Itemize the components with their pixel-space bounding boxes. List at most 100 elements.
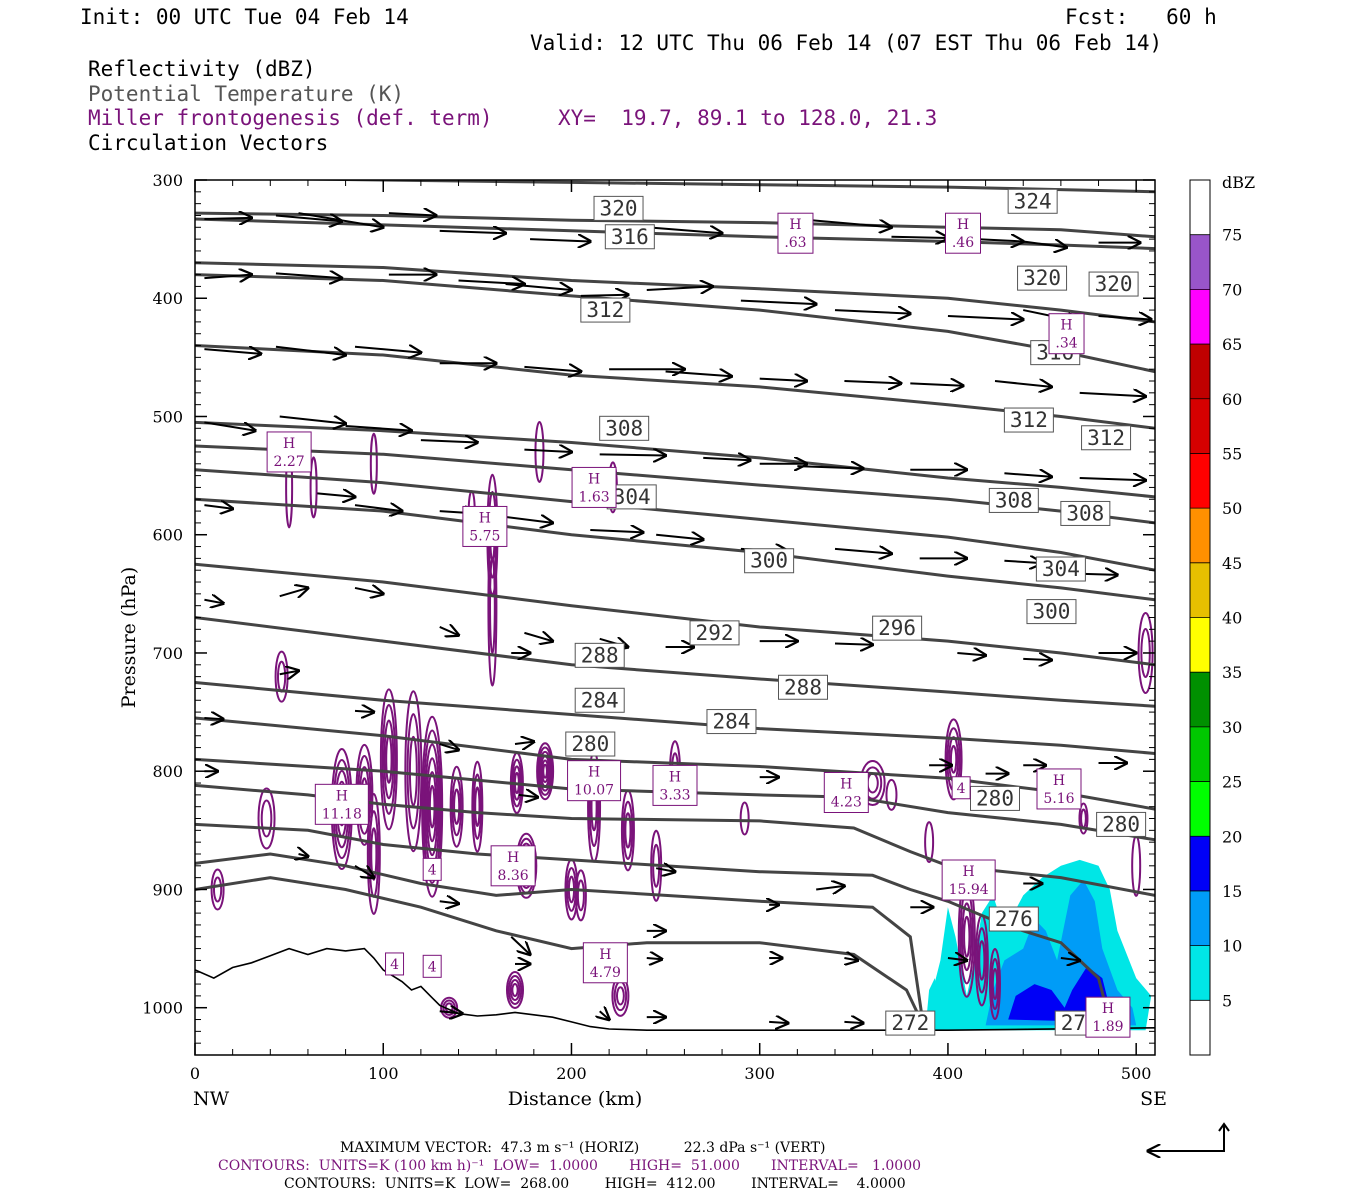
field-reflectivity-label: Reflectivity (dBZ) <box>88 57 316 81</box>
colorbar-level-label: 55 <box>1222 444 1242 463</box>
theta-label: 288 <box>574 642 625 668</box>
y-tick-label: 300 <box>152 171 183 190</box>
frontogenesis-contour <box>924 821 935 864</box>
circulation-vector <box>1004 561 1042 563</box>
frontogenesis-contour <box>449 765 464 848</box>
svg-text:11.18: 11.18 <box>322 806 362 822</box>
colorbar-box <box>1190 289 1210 345</box>
circulation-vector <box>275 215 342 221</box>
frontogenesis-maximum-label: 4 <box>385 952 405 976</box>
frontogenesis-contour <box>507 974 523 1005</box>
svg-text:H: H <box>1053 773 1065 789</box>
circulation-vector <box>275 345 346 355</box>
frontogenesis-contour <box>276 660 287 693</box>
svg-text:304: 304 <box>1042 557 1080 581</box>
frontogenesis-contour <box>976 927 988 994</box>
colorbar-level-label: 45 <box>1222 554 1242 573</box>
svg-text:320: 320 <box>1023 266 1061 290</box>
circulation-vector <box>204 275 251 279</box>
theta-isentrope <box>195 420 1155 499</box>
svg-text:312: 312 <box>1010 408 1048 432</box>
frontogenesis-contour <box>212 876 223 903</box>
circulation-vector <box>655 868 675 872</box>
colorbar-level-label: 10 <box>1222 937 1242 956</box>
circulation-vector <box>204 218 251 219</box>
svg-text:H: H <box>1060 318 1072 334</box>
frontogenesis-contour <box>1080 808 1087 829</box>
svg-text:8.36: 8.36 <box>498 868 529 884</box>
theta-isentrope <box>195 616 1155 708</box>
theta-isentrope <box>195 468 1155 572</box>
colorbar-box <box>1190 836 1210 891</box>
colorbar-level-label: 65 <box>1222 335 1242 354</box>
reflectivity-area <box>1008 966 1110 1022</box>
y-tick-label: 500 <box>152 407 183 426</box>
frontogenesis-maximum-label: H 8.36 <box>490 845 536 887</box>
circulation-vectors <box>204 213 1151 1023</box>
circulation-vector <box>204 505 232 509</box>
theta-label: 300 <box>744 548 795 574</box>
svg-text:1.89: 1.89 <box>1092 1019 1123 1035</box>
circulation-vector <box>1004 473 1051 477</box>
circulation-vector <box>345 426 412 431</box>
colorbar-level-label: 70 <box>1222 280 1242 299</box>
frontogenesis-contour <box>379 688 398 831</box>
frontogenesis-maximum-label: H 2.27 <box>266 431 312 473</box>
svg-text:H: H <box>669 769 681 785</box>
y-tick-label: 800 <box>152 762 183 781</box>
svg-text:H: H <box>336 788 348 804</box>
colorbar-box <box>1190 180 1210 235</box>
circulation-vector <box>759 379 807 381</box>
svg-text:304: 304 <box>613 485 651 509</box>
svg-text:300: 300 <box>750 549 788 573</box>
circulation-vector <box>279 588 308 596</box>
theta-label: 280 <box>1096 811 1147 837</box>
y-tick-label: 700 <box>152 644 183 663</box>
circulation-vector <box>279 671 299 675</box>
colorbar-level-label: 5 <box>1222 991 1232 1010</box>
y-tick-label: 1000 <box>142 999 183 1018</box>
circulation-vector <box>646 286 713 290</box>
svg-text:10.07: 10.07 <box>574 783 614 799</box>
frontogenesis-contour <box>260 799 273 838</box>
circulation-vector <box>844 958 857 960</box>
svg-text:280: 280 <box>1102 812 1140 836</box>
frontogenesis-contour <box>210 868 225 911</box>
x-tick-label: 500 <box>1121 1064 1152 1083</box>
svg-text:312: 312 <box>586 298 624 322</box>
theta-isentrope <box>195 217 1155 251</box>
svg-text:.63: .63 <box>784 235 806 251</box>
frontogenesis-contour <box>536 742 555 801</box>
frontogenesis-contour <box>453 788 461 825</box>
svg-text:H: H <box>840 777 852 793</box>
colorbar-box <box>1190 672 1210 727</box>
circulation-vector <box>204 349 260 354</box>
x-tick-label: 100 <box>368 1064 399 1083</box>
frontogenesis-contour <box>866 772 879 794</box>
circulation-vector <box>646 227 722 233</box>
theta-isentrope <box>195 261 1155 324</box>
frontogenesis-contour <box>574 869 587 922</box>
svg-text:284: 284 <box>581 688 619 712</box>
colorbar-box <box>1190 1000 1210 1055</box>
svg-text:3.33: 3.33 <box>659 787 690 803</box>
circulation-vector <box>740 301 816 305</box>
theta-label: 312 <box>1003 407 1054 433</box>
frontogenesis-maximum-label: 4 <box>951 776 971 800</box>
svg-text:.46: .46 <box>952 235 974 251</box>
frontogenesis-contour <box>489 556 496 655</box>
circulation-vector <box>439 744 459 750</box>
circulation-vector <box>388 213 436 215</box>
theta-labels: 3203163123243203203163083043123123083083… <box>565 188 1147 1036</box>
svg-text:5.75: 5.75 <box>469 528 500 544</box>
frontogenesis-contour <box>541 759 550 783</box>
circulation-vector <box>505 284 572 290</box>
frontogenesis-maximum-label: H 3.33 <box>652 764 698 806</box>
svg-text:308: 308 <box>1066 501 1104 525</box>
frontogenesis-maximum-label: H .46 <box>945 212 981 254</box>
theta-label: 324 <box>1007 188 1058 214</box>
frontogenesis-contour <box>534 420 545 483</box>
x-tick-label: 0 <box>190 1064 200 1083</box>
frontogenesis-contour <box>309 456 318 519</box>
y-tick-label: 600 <box>152 526 183 545</box>
